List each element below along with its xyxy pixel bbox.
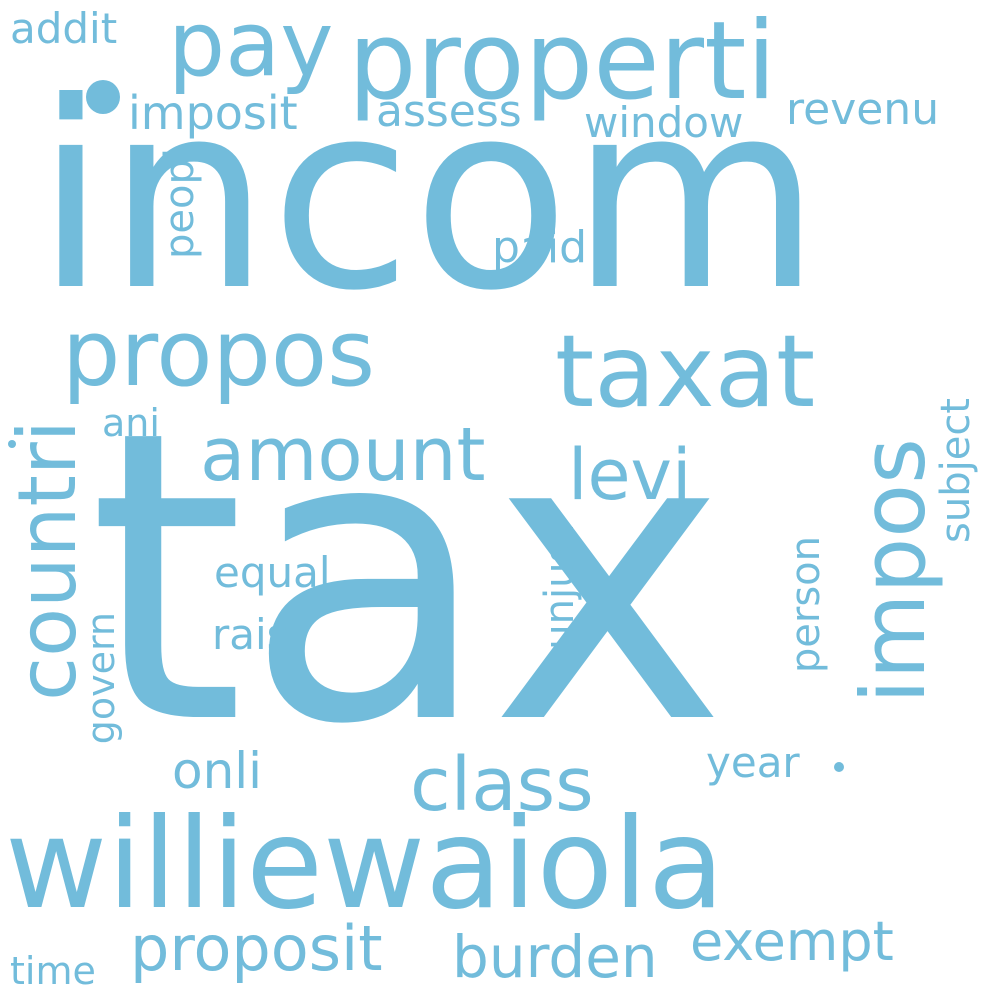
word-onli: onli [172, 742, 263, 800]
word-govern: govern [79, 612, 123, 745]
word-unjust: unjust [537, 526, 583, 650]
word-assess: assess [376, 86, 522, 137]
word-person: person [783, 536, 829, 674]
dot-mark [86, 80, 120, 114]
word-paid: paid [492, 222, 588, 273]
word-subject: subject [933, 398, 979, 543]
word-properti: properti [348, 0, 777, 124]
word-burden: burden [452, 923, 658, 991]
word-imposit: imposit [128, 86, 298, 140]
word-pay: pay [168, 0, 334, 97]
word-tax: tax [88, 347, 727, 812]
dot-mark [8, 440, 16, 448]
word-class: class [410, 742, 594, 828]
word-revenu: revenu [786, 84, 940, 135]
word-equal: equal [214, 548, 331, 597]
word-rais: rais [212, 610, 289, 659]
word-incom: incom [35, 47, 822, 347]
word-addit: addit [10, 4, 118, 53]
word-countri: countri [1, 420, 94, 701]
word-williewaiola: williewaiola [5, 792, 725, 937]
word-amount: amount [200, 412, 486, 498]
word-levi: levi [568, 434, 692, 516]
word-proposit: proposit [130, 912, 383, 985]
word-window: window [584, 98, 744, 147]
word-year: year [706, 738, 800, 787]
word-impos: impos [842, 438, 945, 704]
word-propos: propos [62, 300, 376, 407]
word-exempt: exempt [690, 910, 894, 973]
word-peopl: peopl [157, 148, 203, 259]
word-taxat: taxat [555, 313, 816, 430]
dot-mark [834, 762, 844, 772]
word-time: time [10, 949, 96, 993]
word-ani: ani [102, 401, 160, 445]
